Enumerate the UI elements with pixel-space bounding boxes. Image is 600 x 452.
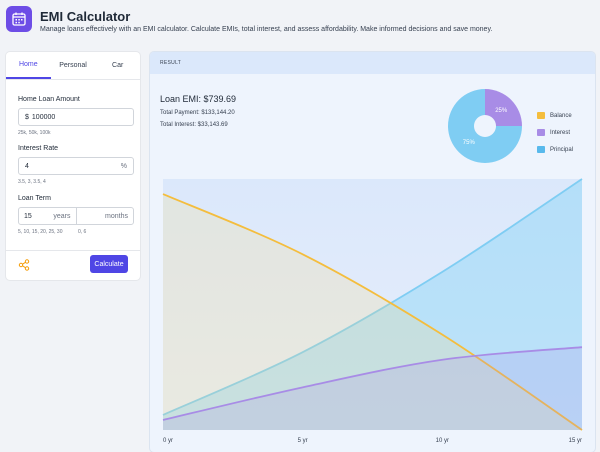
years-hint: 5, 10, 15, 20, 25, 30 — [18, 229, 63, 235]
loan-amount-label: Home Loan Amount — [18, 96, 80, 103]
loan-term-inputs: 15 years months — [18, 207, 134, 225]
interest-rate-value: 4 — [25, 162, 29, 170]
interest-rate-field: Interest Rate 4 % 3.5, 3, 3.5, 4 — [18, 145, 134, 185]
chart-plot-area — [163, 179, 582, 430]
loan-term-years-value: 15 — [24, 212, 32, 220]
total-payment: Total Payment: $133,144.20 — [160, 110, 235, 116]
area-principal — [163, 179, 582, 430]
pie-slice-interest — [485, 89, 522, 126]
loan-amount-field: Home Loan Amount $ 100000 25k, 50k, 100k — [18, 96, 134, 136]
loan-term-years-input[interactable]: 15 years — [19, 208, 76, 224]
chart-legend: Balance Interest Principal — [537, 107, 573, 158]
calendar-icon — [12, 12, 26, 26]
calculate-button[interactable]: Calculate — [90, 255, 128, 273]
loan-term-label: Loan Term — [18, 195, 51, 202]
percent-suffix: % — [120, 162, 127, 170]
interest-rate-hint: 3.5, 3, 3.5, 4 — [18, 179, 46, 185]
legend-label-balance: Balance — [550, 112, 572, 119]
result-heading: RESULT — [150, 52, 595, 74]
breakdown-pie-chart: 25% 75% — [448, 89, 522, 163]
loan-term-field: Loan Term 15 years months 5, 10, 15, 20,… — [18, 195, 134, 235]
app-logo — [6, 6, 32, 32]
legend-label-principal: Principal — [550, 146, 574, 153]
loan-form-card: Home Personal Car Home Loan Amount $ 100… — [6, 52, 140, 280]
loan-amount-hint: 25k, 50k, 100k — [18, 130, 51, 136]
loan-term-months-input[interactable]: months — [75, 208, 134, 224]
currency-prefix: $ — [25, 113, 29, 121]
page-subtitle: Manage loans effectively with an EMI cal… — [40, 26, 493, 33]
legend-item-balance: Balance — [537, 107, 573, 124]
interest-rate-label: Interest Rate — [18, 145, 59, 152]
page-title: EMI Calculator — [40, 9, 131, 24]
tab-personal[interactable]: Personal — [59, 62, 87, 69]
loan-emi: Loan EMI: $739.69 — [160, 94, 237, 104]
tab-home[interactable]: Home — [6, 52, 51, 79]
legend-swatch-principal — [537, 146, 545, 153]
result-card: RESULT Loan EMI: $739.69 Total Payment: … — [150, 52, 595, 452]
pie-label-principal: 75% — [463, 140, 476, 146]
line-interest — [162, 346, 583, 421]
x-tick-label: 15 yr — [569, 438, 582, 444]
legend-item-principal: Principal — [537, 141, 573, 158]
pie-hole — [474, 115, 496, 137]
interest-rate-input[interactable]: 4 % — [18, 157, 134, 175]
x-tick-label: 0 yr — [163, 438, 173, 444]
tab-car[interactable]: Car — [112, 62, 124, 69]
area-balance — [163, 194, 582, 430]
pie-label-interest: 25% — [495, 108, 508, 114]
x-tick-label: 10 yr — [436, 438, 449, 444]
legend-swatch-balance — [537, 112, 545, 119]
years-unit: years — [53, 212, 71, 220]
legend-swatch-interest — [537, 129, 545, 136]
line-principal — [162, 178, 583, 416]
loan-type-tabs: Home Personal Car — [6, 52, 140, 80]
form-footer: Calculate — [6, 250, 140, 280]
loan-term-hints: 5, 10, 15, 20, 25, 30 0, 6 — [18, 229, 134, 235]
total-interest: Total Interest: $33,143.69 — [160, 122, 228, 128]
months-unit: months — [105, 212, 128, 220]
line-balance — [162, 193, 583, 431]
share-icon[interactable] — [18, 259, 30, 271]
x-tick-label: 5 yr — [298, 438, 308, 444]
area-interest — [163, 347, 582, 430]
amortization-area-chart: 0 yr 5 yr 10 yr 15 yr — [162, 178, 583, 444]
legend-label-interest: Interest — [550, 129, 571, 136]
loan-amount-input[interactable]: $ 100000 — [18, 108, 134, 126]
loan-amount-value: 100000 — [31, 113, 56, 121]
legend-item-interest: Interest — [537, 124, 573, 141]
months-hint: 0, 6 — [78, 229, 87, 235]
